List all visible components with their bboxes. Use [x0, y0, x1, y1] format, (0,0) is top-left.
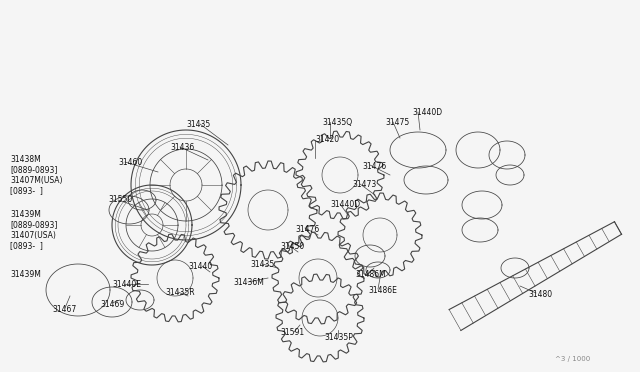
- Text: 31591: 31591: [280, 328, 304, 337]
- Text: 31476: 31476: [362, 162, 387, 171]
- Text: 31450: 31450: [280, 242, 304, 251]
- Text: 31486E: 31486E: [368, 286, 397, 295]
- Text: 31480: 31480: [528, 290, 552, 299]
- Text: 31467: 31467: [52, 305, 76, 314]
- Text: 31435: 31435: [250, 260, 275, 269]
- Text: 31473: 31473: [352, 180, 376, 189]
- Text: 31435Q: 31435Q: [322, 118, 352, 127]
- Text: 31439M
[0889-0893]
31407(USA)
[0893-  ]: 31439M [0889-0893] 31407(USA) [0893- ]: [10, 210, 58, 250]
- Text: 31469: 31469: [100, 300, 124, 309]
- Text: 31475: 31475: [385, 118, 409, 127]
- Text: 31435R: 31435R: [165, 288, 195, 297]
- Text: 31440D: 31440D: [330, 200, 360, 209]
- Text: 31436M: 31436M: [233, 278, 264, 287]
- Text: 31439M: 31439M: [10, 270, 41, 279]
- Text: 31435: 31435: [186, 120, 211, 129]
- Text: 31550: 31550: [108, 195, 132, 204]
- Text: 31460: 31460: [118, 158, 142, 167]
- Text: 31438M
[0889-0893]
31407M(USA)
[0893-  ]: 31438M [0889-0893] 31407M(USA) [0893- ]: [10, 155, 63, 195]
- Text: 31420: 31420: [315, 135, 339, 144]
- Text: 31435P: 31435P: [324, 333, 353, 342]
- Text: 31436: 31436: [170, 143, 195, 152]
- Text: 31486M: 31486M: [355, 270, 386, 279]
- Text: 31476: 31476: [295, 225, 319, 234]
- Text: 31440E: 31440E: [112, 280, 141, 289]
- Text: 31440: 31440: [188, 262, 212, 271]
- Text: 31440D: 31440D: [412, 108, 442, 117]
- Text: ^3 / 1000: ^3 / 1000: [555, 356, 590, 362]
